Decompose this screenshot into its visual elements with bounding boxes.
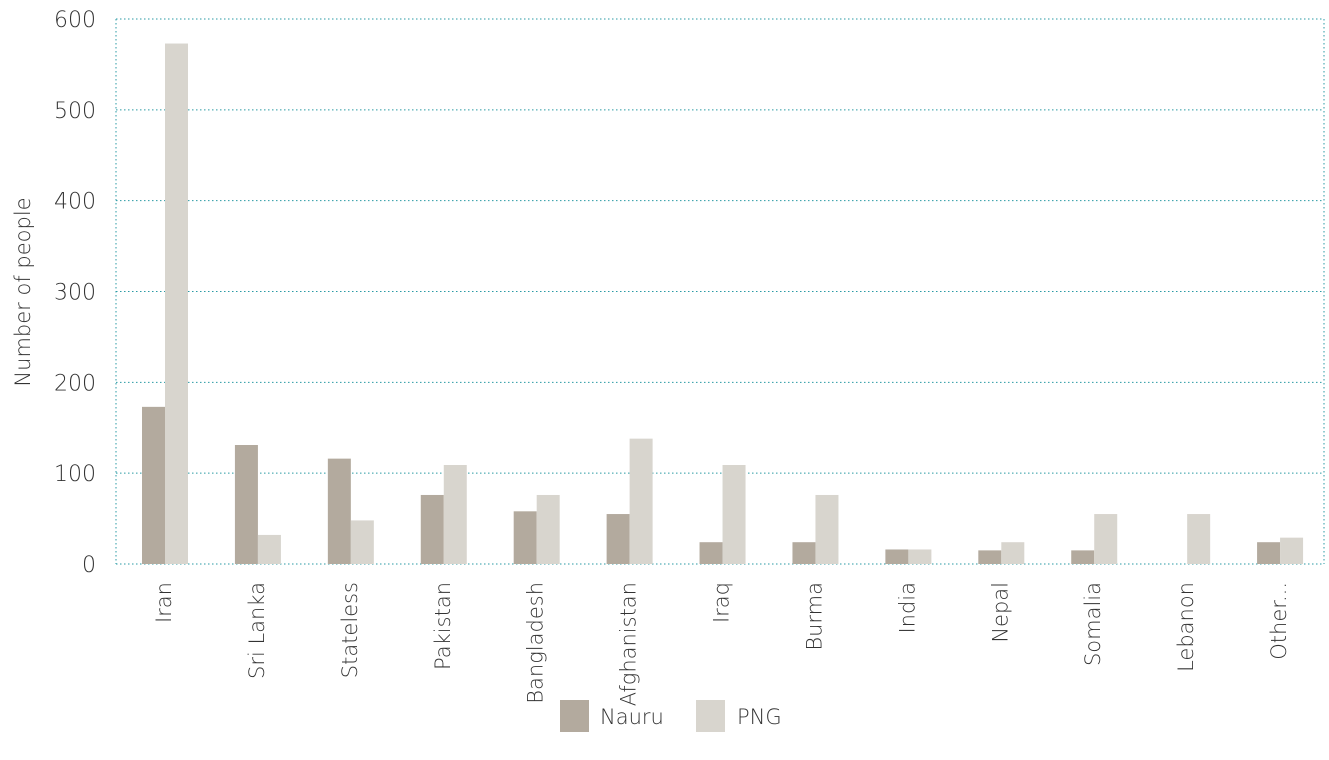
bar-nauru-other xyxy=(1257,542,1281,564)
bar-png-bangladesh xyxy=(536,494,560,564)
bar-nauru-burma xyxy=(792,542,816,564)
legend-label-png: PNG xyxy=(737,705,782,729)
x-category-label: Sri Lanka xyxy=(245,582,269,679)
x-category-label: Pakistan xyxy=(431,582,455,670)
legend: Nauru PNG xyxy=(560,700,782,732)
legend-swatch-png xyxy=(696,700,725,732)
bar-png-sri-lanka xyxy=(257,534,281,564)
y-tick-label: 100 xyxy=(54,462,96,487)
bar-png-iraq xyxy=(722,464,746,564)
x-category-label: Other... xyxy=(1267,582,1291,660)
bar-nauru-bangladesh xyxy=(513,511,537,564)
bar-png-afghanistan xyxy=(629,438,653,564)
legend-label-nauru: Nauru xyxy=(600,705,664,729)
x-category-label: India xyxy=(895,582,919,634)
x-axis-categories: Iran Sri Lanka Stateless Pakistan Bangladesh… xyxy=(152,582,1291,706)
x-category-label: Nepal xyxy=(988,582,1012,643)
bar-png-iran xyxy=(165,43,188,564)
x-category-label: Iran xyxy=(152,582,176,623)
bar-nauru-iran xyxy=(142,406,165,564)
x-category-label: Lebanon xyxy=(1174,582,1198,672)
x-category-label: Somalia xyxy=(1081,582,1105,666)
bar-png-burma xyxy=(815,494,839,564)
bar-png-nepal xyxy=(1001,542,1025,564)
bar-nauru-iraq xyxy=(699,542,723,564)
bar-nauru-sri-lanka xyxy=(234,445,258,564)
y-axis-ticks: 0 100 200 300 400 500 600 xyxy=(54,8,96,578)
bar-nauru-stateless xyxy=(327,458,351,564)
bar-png-pakistan xyxy=(443,464,467,564)
bar-nauru-pakistan xyxy=(420,494,444,564)
x-category-label: Iraq xyxy=(710,582,734,623)
y-tick-label: 200 xyxy=(54,371,96,396)
bar-nauru-afghanistan xyxy=(606,514,630,564)
bar-png-india xyxy=(908,549,932,564)
gridlines xyxy=(115,18,1325,565)
bar-png-stateless xyxy=(350,520,374,564)
bar-png-lebanon xyxy=(1187,514,1211,564)
x-category-label: Burma xyxy=(802,582,826,651)
x-category-label: Afghanistan xyxy=(617,582,641,706)
x-category-label: Bangladesh xyxy=(524,582,548,704)
bar-nauru-somalia xyxy=(1071,550,1095,564)
bar-nauru-nepal xyxy=(978,550,1002,564)
y-tick-label: 500 xyxy=(54,99,96,124)
y-tick-label: 300 xyxy=(54,281,96,306)
bar-png-other xyxy=(1280,537,1304,564)
y-axis-title: Number of people xyxy=(11,197,35,386)
y-tick-label: 400 xyxy=(54,190,96,215)
y-tick-label: 0 xyxy=(82,553,96,578)
bars xyxy=(142,43,1304,564)
bar-nauru-india xyxy=(885,549,909,564)
x-category-label: Stateless xyxy=(338,582,362,678)
y-tick-label: 600 xyxy=(54,8,96,33)
legend-swatch-nauru xyxy=(560,700,589,732)
bar-png-somalia xyxy=(1094,514,1118,564)
